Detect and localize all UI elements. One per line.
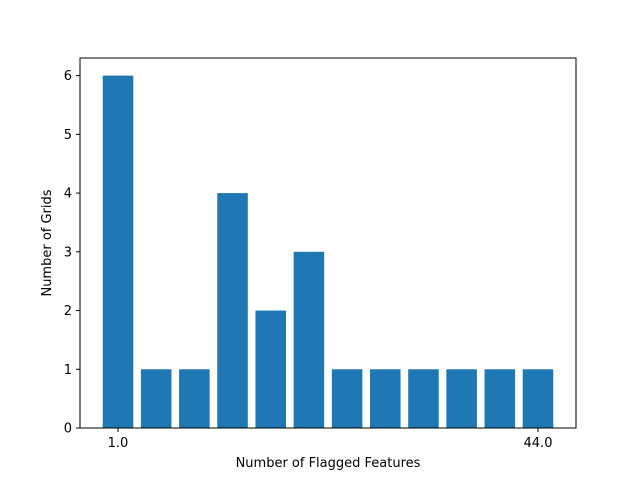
bar [102, 75, 134, 428]
y-tick-label: 3 [64, 245, 72, 260]
bar [522, 369, 554, 428]
bar [408, 369, 439, 428]
y-tick-label: 5 [64, 128, 72, 143]
y-tick-label: 1 [64, 363, 72, 378]
bar [331, 369, 363, 428]
bar [255, 310, 286, 428]
x-axis-label: Number of Flagged Features [236, 456, 421, 471]
y-axis-ticks: 0 1 2 3 4 5 6 [64, 69, 80, 437]
y-tick-label: 0 [64, 422, 72, 437]
y-tick-label: 4 [64, 187, 72, 202]
bar [217, 193, 248, 428]
bar [484, 369, 516, 428]
x-axis-ticks: 1.0 44.0 [108, 428, 553, 451]
y-axis-label: Number of Grids [40, 189, 55, 296]
x-tick-label: 1.0 [108, 436, 129, 451]
bar [446, 369, 477, 428]
bar [293, 251, 325, 428]
plot-frame [79, 57, 577, 429]
x-tick-label: 44.0 [524, 436, 553, 451]
bar [140, 369, 172, 428]
y-tick-label: 2 [64, 304, 72, 319]
bar [370, 369, 401, 428]
y-tick-label: 6 [64, 69, 72, 84]
bar [179, 369, 210, 428]
bars-group [102, 75, 554, 428]
